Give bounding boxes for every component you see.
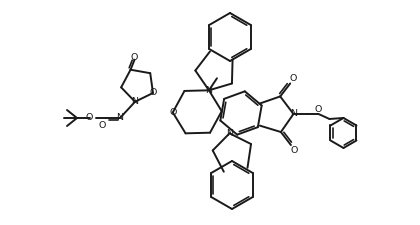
Text: N: N <box>131 97 139 106</box>
Text: O: O <box>150 88 157 97</box>
Text: N: N <box>205 86 213 95</box>
Text: O: O <box>290 146 298 155</box>
Text: N: N <box>116 113 123 122</box>
Text: N: N <box>226 129 233 138</box>
Text: O: O <box>315 106 322 115</box>
Text: O: O <box>86 113 93 122</box>
Text: O: O <box>169 108 176 117</box>
Text: O: O <box>98 122 106 130</box>
Text: O: O <box>289 74 297 83</box>
Text: N: N <box>290 110 297 119</box>
Text: O: O <box>131 53 138 62</box>
